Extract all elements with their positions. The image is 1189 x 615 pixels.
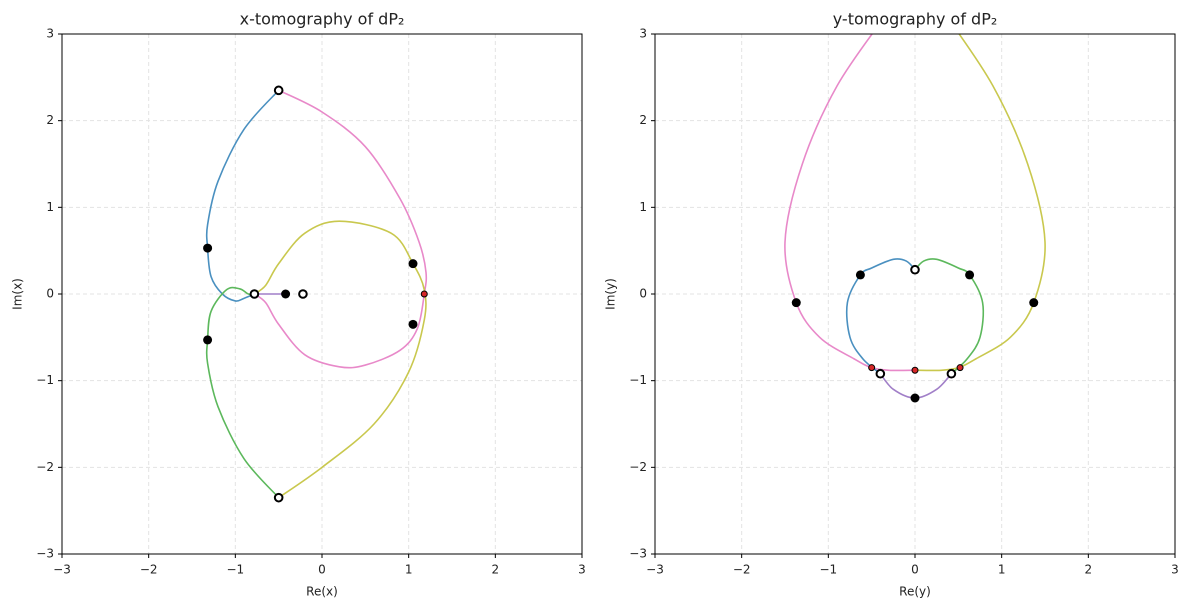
x-tick-label: −1 <box>819 563 837 577</box>
point <box>249 289 260 299</box>
x-tick-label: 2 <box>492 563 500 577</box>
point <box>946 368 957 379</box>
curve <box>205 286 280 499</box>
point <box>910 264 920 275</box>
y-tick-label: −3 <box>36 547 54 561</box>
point <box>855 270 865 280</box>
point <box>203 243 213 253</box>
x-tick-label: −3 <box>53 563 71 577</box>
curve <box>784 34 916 372</box>
point <box>408 319 418 329</box>
y-tick-label: 1 <box>639 200 647 214</box>
y-tick-label: 2 <box>46 113 54 127</box>
x-tick-label: 0 <box>318 563 326 577</box>
point <box>281 289 291 299</box>
x-tick-label: 3 <box>1171 563 1179 577</box>
chart-title: x-tomography of dP₂ <box>240 10 405 29</box>
curve <box>253 89 428 369</box>
curve <box>205 89 280 302</box>
x-axis-label: Re(y) <box>899 585 931 599</box>
y-tick-label: −2 <box>629 460 647 474</box>
point <box>910 393 920 403</box>
curve <box>914 34 1046 372</box>
x-tick-label: 0 <box>911 563 919 577</box>
x-tick-label: −3 <box>646 563 664 577</box>
point <box>273 85 284 96</box>
y-tick-label: 1 <box>46 200 54 214</box>
y-tick-label: 0 <box>639 287 647 301</box>
x-tick-label: −2 <box>140 563 158 577</box>
x-tick-label: 1 <box>405 563 413 577</box>
y-axis-label: Im(y) <box>604 278 618 310</box>
point <box>791 298 801 308</box>
point <box>1029 298 1039 308</box>
x-tick-label: 1 <box>998 563 1006 577</box>
point <box>965 270 975 280</box>
axes-frame <box>61 33 583 555</box>
point <box>203 335 213 345</box>
chart-title: y-tomography of dP₂ <box>833 10 998 29</box>
plot-area <box>205 89 428 499</box>
panel: −3 −2 −1 0 1 2 3 −3 −2 −1 0 1 2 3 x-tomography of dP₂ R… <box>11 10 586 599</box>
x-tick-label: −2 <box>733 563 751 577</box>
y-tick-label: −1 <box>36 373 54 387</box>
y-tick-label: −2 <box>36 460 54 474</box>
x-axis-label: Re(x) <box>306 585 338 599</box>
y-tick-label: −3 <box>629 547 647 561</box>
point <box>911 366 919 374</box>
point <box>420 290 428 298</box>
point <box>408 259 418 269</box>
axes-frame <box>654 33 1176 555</box>
y-tick-label: −1 <box>629 373 647 387</box>
point <box>273 492 284 503</box>
y-tick-label: 3 <box>46 27 54 41</box>
x-tick-label: 2 <box>1085 563 1093 577</box>
x-tick-label: −1 <box>226 563 244 577</box>
point <box>956 364 964 372</box>
point <box>868 364 876 372</box>
y-tick-label: 3 <box>639 27 647 41</box>
curve <box>253 220 427 499</box>
x-tick-label: 3 <box>578 563 586 577</box>
y-tick-label: 0 <box>46 287 54 301</box>
panel: −3 −2 −1 0 1 2 3 −3 −2 −1 0 1 2 3 y-tomography of dP₂ R… <box>604 10 1179 599</box>
point <box>298 289 308 299</box>
y-axis-label: Im(x) <box>11 278 25 310</box>
y-tick-label: 2 <box>639 113 647 127</box>
point <box>875 368 886 379</box>
